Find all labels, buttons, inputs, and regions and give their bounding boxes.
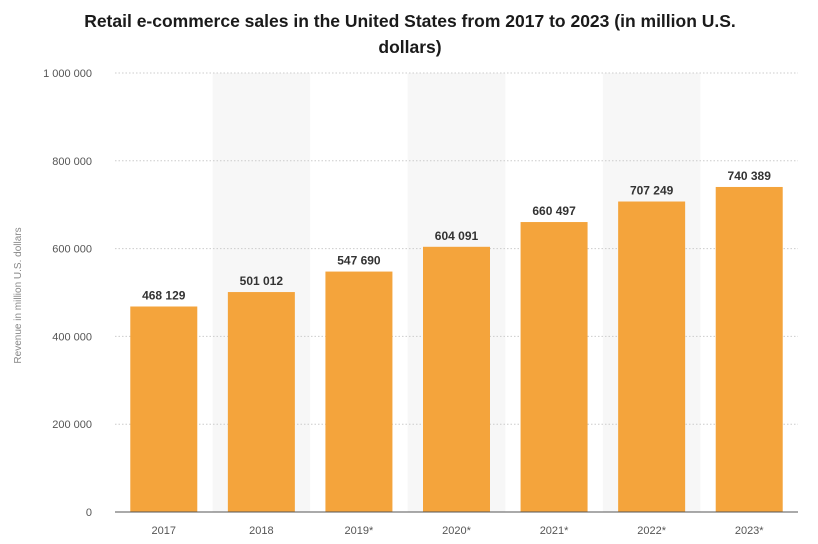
x-tick-label: 2021* xyxy=(540,525,569,537)
value-label: 740 389 xyxy=(728,169,772,183)
value-label: 604 091 xyxy=(435,229,479,243)
y-tick-label: 0 xyxy=(86,507,92,519)
x-tick-label: 2018 xyxy=(249,525,273,537)
x-tick-label: 2022* xyxy=(637,525,666,537)
bar xyxy=(715,186,783,512)
value-label: 468 129 xyxy=(142,288,186,302)
bar xyxy=(325,271,393,512)
x-axis-ticks: 2017 2018 2019* 2020* 2021* 2022* 2023* xyxy=(152,525,765,537)
y-tick-label: 600 000 xyxy=(52,244,92,256)
value-label: 660 497 xyxy=(532,204,576,218)
x-tick-label: 2020* xyxy=(442,525,471,537)
y-tick-label: 200 000 xyxy=(52,419,92,431)
bar xyxy=(227,292,295,512)
bar xyxy=(520,222,588,513)
x-tick-label: 2017 xyxy=(152,525,176,537)
x-tick-label: 2023* xyxy=(735,525,764,537)
bar xyxy=(130,306,198,512)
bar xyxy=(618,201,686,512)
y-tick-label: 1 000 000 xyxy=(43,68,92,80)
y-tick-label: 800 000 xyxy=(52,156,92,168)
value-label: 501 012 xyxy=(240,274,284,288)
y-axis-ticks: 0 200 000 400 000 600 000 800 000 1 000 000 xyxy=(43,68,92,519)
chart-title: Retail e-commerce sales in the United St… xyxy=(84,11,736,57)
x-tick-label: 2019* xyxy=(345,525,374,537)
bars xyxy=(130,186,783,513)
value-labels: 468 129 501 012 547 690 604 091 660 497 707 2… xyxy=(142,169,771,303)
value-label: 707 249 xyxy=(630,184,674,198)
y-axis-title: Revenue in million U.S. dollars xyxy=(13,227,24,363)
bar xyxy=(423,246,490,512)
value-label: 547 690 xyxy=(337,254,381,268)
y-tick-label: 400 000 xyxy=(52,331,92,343)
